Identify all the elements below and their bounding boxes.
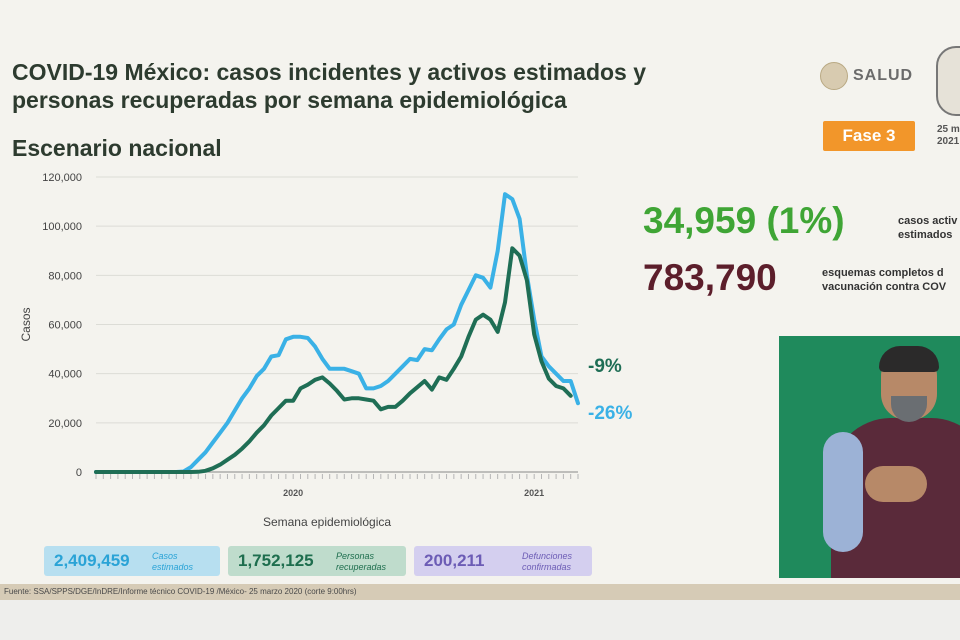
vaccine-label-line-2: vacunación contra COV xyxy=(822,281,947,293)
line-chart: 0 20,000 40,000 60,000 80,000 100,000 120,000 2… xyxy=(19,172,580,529)
chart-title: COVID-19 México: casos incidentes y acti… xyxy=(12,58,772,114)
recovered-label-2: recuperadas xyxy=(336,562,387,572)
recovered-label: Personas recuperadas xyxy=(336,551,386,573)
date-line-1: 25 m xyxy=(937,124,960,135)
active-label-line-1: casos activ xyxy=(898,215,958,227)
estimated-cases-label-2: estimados xyxy=(152,562,194,572)
deaths-value: 200,211 xyxy=(424,551,485,570)
y-tick-label: 100,000 xyxy=(42,221,82,233)
summary-deaths: 200,211 Defunciones confirmadas xyxy=(414,546,592,576)
y-tick-label: 120,000 xyxy=(42,172,82,184)
emblem-icon xyxy=(820,62,848,90)
interpreter-arm xyxy=(823,432,863,552)
estimated-cases-value: 2,409,459 xyxy=(54,551,130,570)
date-line-2: 2021 xyxy=(937,136,960,147)
y-axis-title: Casos xyxy=(19,307,33,341)
title-line-1: COVID-19 México: casos incidentes y acti… xyxy=(12,59,647,85)
salud-logo: SALUD xyxy=(820,62,913,90)
phase-badge: Fase 3 xyxy=(823,121,915,151)
y-tick-label: 80,000 xyxy=(48,270,82,282)
estimated-cases-label: Casos estimados xyxy=(152,551,193,573)
deaths-label-2: confirmadas xyxy=(522,562,572,572)
deaths-label-1: Defunciones xyxy=(522,551,573,561)
sign-language-interpreter xyxy=(779,336,960,578)
year-label: 2021 xyxy=(524,488,544,498)
recovered-change-label: -9% xyxy=(588,356,622,377)
scenario-subtitle: Escenario nacional xyxy=(12,135,222,161)
y-tick-label: 20,000 xyxy=(48,418,82,430)
summary-estimated-cases: 2,409,459 Casos estimados xyxy=(44,546,220,576)
y-tick-label: 40,000 xyxy=(48,369,82,381)
interpreter-hair xyxy=(879,346,939,372)
x-axis-title: Semana epidemiológica xyxy=(263,515,391,529)
slide: COVID-19 México: casos incidentes y acti… xyxy=(0,46,960,600)
source-footer: Fuente: SSA/SPPS/DGE/InDRE/Informe técni… xyxy=(0,584,960,600)
estimated-cases-label-1: Casos xyxy=(152,551,178,561)
vaccination-value: 783,790 xyxy=(643,257,777,298)
y-tick-label: 0 xyxy=(76,467,82,479)
active-cases-value: 34,959 (1%) xyxy=(643,200,845,241)
estimated-change-label: -26% xyxy=(588,403,633,424)
deaths-label: Defunciones confirmadas xyxy=(522,551,572,573)
y-tick-label: 60,000 xyxy=(48,320,82,332)
interpreter-hands xyxy=(865,466,927,502)
report-date: 25 m 2021 xyxy=(937,124,960,148)
vaccine-label-line-1: esquemas completos d xyxy=(822,267,944,279)
summary-recovered: 1,752,125 Personas recuperadas xyxy=(228,546,406,576)
recovered-value: 1,752,125 xyxy=(238,551,314,570)
bottom-bar xyxy=(0,600,960,640)
vaccination-label: esquemas completos d vacunación contra C… xyxy=(822,266,946,294)
active-label-line-2: estimados xyxy=(898,229,953,241)
series-line-0 xyxy=(94,192,580,474)
active-cases-label: casos activ estimados xyxy=(898,214,957,242)
recovered-label-1: Personas xyxy=(336,551,375,561)
year-label: 2020 xyxy=(283,488,303,498)
title-line-2: personas recuperadas por semana epidemio… xyxy=(12,87,567,113)
series-line-1 xyxy=(94,246,573,474)
salud-logo-text: SALUD xyxy=(853,67,914,84)
anniversary-badge-icon xyxy=(936,46,960,116)
